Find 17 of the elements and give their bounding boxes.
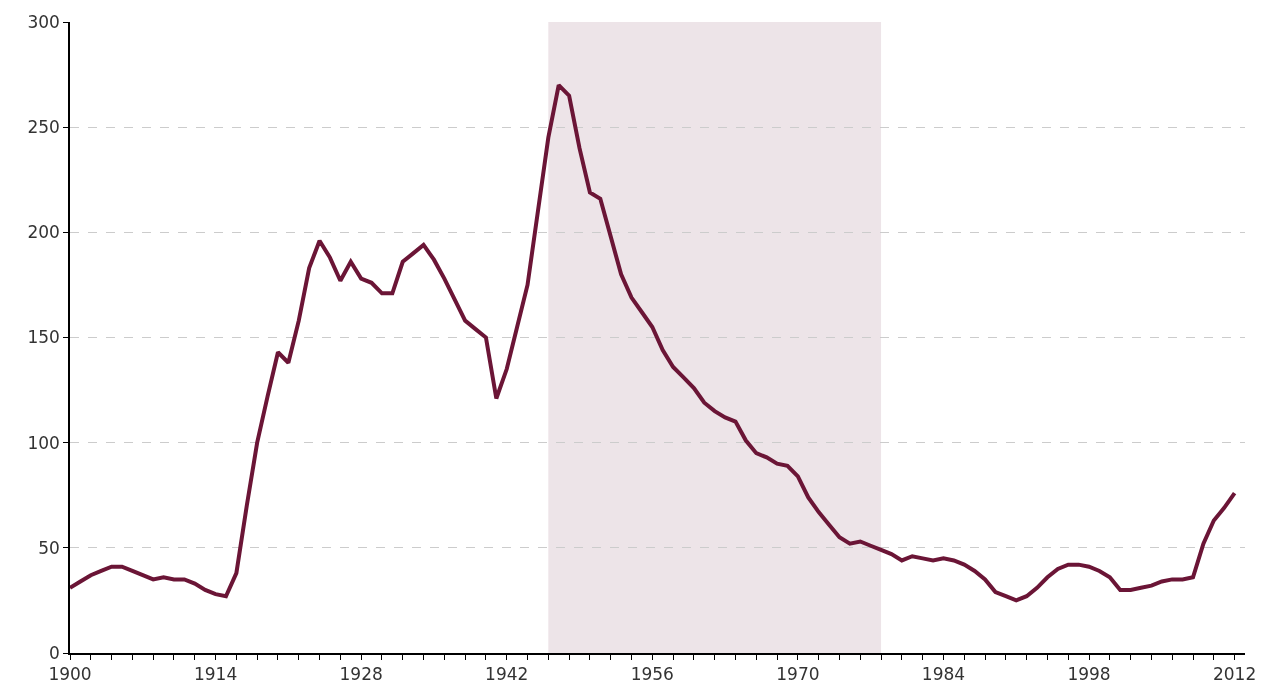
x-tick-label: 1942 [485, 664, 529, 685]
x-tick-label: 1900 [48, 664, 92, 685]
x-tick-label: 1998 [1067, 664, 1111, 685]
x-tick-label: 1956 [630, 664, 674, 685]
y-tick-label: 150 [27, 327, 60, 348]
y-tick-label: 100 [27, 432, 60, 453]
y-tick-label: 50 [38, 537, 60, 558]
y-tick-label: 200 [27, 222, 60, 243]
line-series [70, 83, 1237, 603]
x-tick-label: 2012 [1212, 664, 1257, 685]
x-tick-label: 1928 [339, 664, 383, 685]
x-tick-label: 1914 [193, 664, 238, 685]
x-tick-label: 1970 [776, 664, 820, 685]
y-tick-label: 250 [27, 117, 60, 138]
x-tick-label: 1984 [921, 664, 966, 685]
y-tick-label: 300 [27, 11, 60, 32]
y-tick-label: 0 [49, 642, 60, 663]
